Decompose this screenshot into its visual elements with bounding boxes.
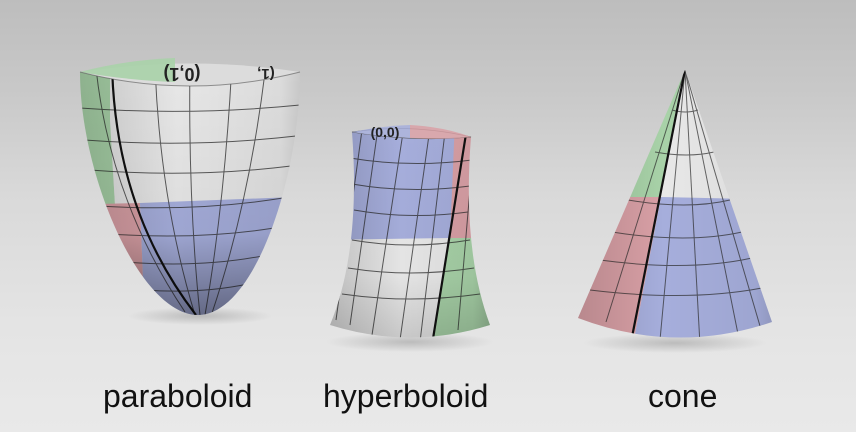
- paraboloid-uv-label-0: (0,1): [163, 64, 200, 84]
- caption-cone: cone: [648, 378, 718, 414]
- caption-paraboloid: paraboloid: [103, 378, 253, 414]
- hyperboloid-shadow: [326, 332, 494, 352]
- caption-hyperboloid: hyperboloid: [323, 378, 489, 414]
- paraboloid-uv-label-1: (1,: [257, 65, 275, 82]
- cone-shadow: [583, 333, 767, 353]
- paraboloid-group: (0,1) (1,: [79, 58, 301, 325]
- cone-group: [578, 70, 772, 353]
- hyperboloid-uv-label-0: (0,0): [371, 124, 400, 140]
- paraboloid-shadow: [128, 307, 272, 325]
- hyperboloid-group: (0,0): [326, 124, 494, 352]
